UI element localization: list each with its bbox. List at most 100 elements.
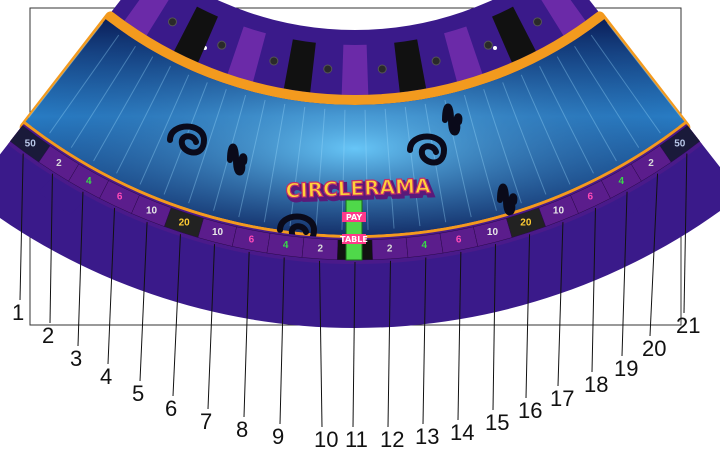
slot-number-2: 2 bbox=[42, 323, 54, 348]
leader-line bbox=[207, 244, 216, 410]
leader-lines bbox=[19, 153, 688, 428]
slot-value-8: 6 bbox=[249, 235, 255, 246]
top-stripe-segment bbox=[283, 39, 316, 93]
pointer-tag-bottom bbox=[342, 234, 366, 244]
top-stripe-segment bbox=[444, 26, 483, 82]
leader-line bbox=[387, 260, 391, 428]
slot-value-5: 10 bbox=[146, 205, 158, 216]
rivet bbox=[483, 40, 493, 50]
swirl bbox=[227, 143, 248, 176]
slot-value-21: 50 bbox=[674, 138, 686, 149]
top-stripe-segment bbox=[341, 44, 369, 95]
slot-number-14: 14 bbox=[450, 420, 474, 445]
top-stripe-segment bbox=[541, 0, 586, 36]
slot-number-9: 9 bbox=[272, 424, 284, 449]
light-ray bbox=[364, 109, 369, 230]
pointer-text-1: PAY bbox=[346, 213, 363, 222]
inner-panel bbox=[25, 19, 685, 236]
light-ray bbox=[315, 108, 326, 229]
inner-glow bbox=[25, 19, 685, 236]
rivet bbox=[217, 40, 227, 50]
slot-number-11: 11 bbox=[345, 427, 368, 452]
light-ray bbox=[238, 99, 266, 218]
slot-number-6: 6 bbox=[165, 396, 177, 421]
decorative-swirls bbox=[167, 103, 518, 246]
slot-value-10: 2 bbox=[318, 243, 324, 254]
top-stripe-segment bbox=[227, 26, 266, 82]
rivet bbox=[269, 56, 279, 66]
slot-value-4: 6 bbox=[117, 192, 123, 203]
light-ray bbox=[556, 56, 617, 162]
leader-line bbox=[49, 173, 53, 324]
leader-line bbox=[557, 222, 564, 387]
leader-line bbox=[19, 153, 24, 301]
leader-line bbox=[492, 244, 496, 411]
light-ray bbox=[502, 82, 547, 195]
light-ray bbox=[93, 56, 154, 162]
rivet bbox=[167, 17, 177, 27]
swirl bbox=[497, 183, 518, 216]
slot-value-3: 4 bbox=[86, 176, 92, 187]
light-ray bbox=[70, 46, 136, 148]
light-ray bbox=[139, 74, 190, 185]
slot-number-21: 21 bbox=[676, 313, 700, 338]
slot-number-13: 13 bbox=[415, 424, 439, 449]
rivet bbox=[431, 56, 441, 66]
rivet bbox=[323, 64, 333, 74]
light-ray bbox=[463, 94, 497, 211]
logo-title: CIRCLERAMA bbox=[285, 174, 431, 203]
slot-number-10: 10 bbox=[314, 427, 338, 452]
leader-line bbox=[243, 251, 250, 418]
light-ray bbox=[188, 89, 227, 204]
pointer: PAY TABLE bbox=[340, 199, 368, 261]
leader-line bbox=[352, 261, 356, 428]
slot-number-4: 4 bbox=[100, 364, 112, 389]
light-ray bbox=[483, 89, 522, 204]
light-ray bbox=[539, 65, 594, 174]
leader-line bbox=[139, 222, 148, 382]
slot-number-7: 7 bbox=[200, 409, 212, 434]
pointer-tag-top bbox=[342, 212, 366, 222]
top-stripe-segment bbox=[124, 0, 169, 36]
leader-line bbox=[649, 173, 659, 337]
top-stripe-segment bbox=[394, 39, 427, 93]
slot-value-18: 6 bbox=[588, 192, 594, 203]
light-ray bbox=[289, 106, 306, 227]
light-ray bbox=[574, 46, 640, 148]
leader-line bbox=[525, 234, 531, 399]
swirl bbox=[442, 103, 463, 136]
rivet bbox=[533, 17, 543, 27]
slot-number-12: 12 bbox=[380, 427, 404, 452]
slot-number-1: 1 bbox=[12, 300, 24, 325]
slot-value-20: 2 bbox=[648, 158, 654, 169]
slot-value-7: 10 bbox=[212, 227, 224, 238]
swirl bbox=[167, 123, 208, 156]
slot-value-19: 4 bbox=[618, 176, 624, 187]
top-stripes bbox=[124, 0, 586, 95]
slot-number-15: 15 bbox=[485, 410, 509, 435]
top-stripe-segment bbox=[174, 6, 218, 63]
light-ray bbox=[116, 65, 171, 174]
light-ray bbox=[384, 108, 395, 229]
leader-line bbox=[457, 251, 462, 421]
leader-line bbox=[279, 257, 285, 425]
pointer-text-2: TABLE bbox=[340, 235, 368, 244]
slot-value-12: 2 bbox=[387, 243, 393, 254]
slot-number-3: 3 bbox=[70, 346, 82, 371]
light-ray bbox=[607, 22, 682, 118]
slot-value-2: 2 bbox=[56, 158, 62, 169]
light-ray bbox=[520, 74, 571, 185]
slot-number-5: 5 bbox=[132, 381, 144, 406]
leader-line bbox=[77, 191, 84, 347]
slot-band: 50 2 4 6 10 20 10 6 4 2 2 4 6 10 20 10 6 4 2 50 bbox=[7, 123, 703, 264]
leader-line bbox=[107, 207, 116, 365]
slot-number-20: 20 bbox=[642, 336, 666, 361]
slot-value-1: 50 bbox=[25, 138, 37, 149]
slot-number-8: 8 bbox=[236, 417, 248, 442]
slot-value-15: 10 bbox=[487, 227, 499, 238]
leader-line bbox=[319, 260, 323, 428]
leader-line bbox=[621, 191, 628, 357]
